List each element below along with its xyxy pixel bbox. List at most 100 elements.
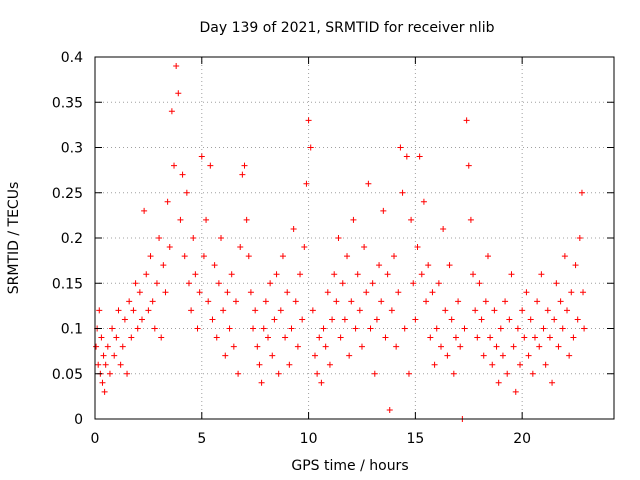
grid	[95, 57, 614, 419]
data-point	[549, 379, 556, 386]
data-point	[517, 361, 524, 368]
data-point	[194, 325, 201, 332]
data-point	[254, 343, 261, 350]
data-point	[580, 289, 587, 296]
data-point	[519, 307, 526, 314]
data-point	[333, 298, 340, 305]
data-point	[179, 171, 186, 178]
data-point	[540, 325, 547, 332]
data-point	[408, 216, 415, 223]
data-point	[311, 352, 318, 359]
data-point	[386, 406, 393, 413]
y-tick-label: 0	[74, 412, 83, 428]
data-point	[337, 334, 344, 341]
data-point	[101, 388, 108, 395]
data-point	[527, 316, 534, 323]
data-point	[230, 343, 237, 350]
data-point	[260, 325, 267, 332]
data-point	[271, 316, 278, 323]
data-point	[489, 361, 496, 368]
data-point	[143, 271, 150, 278]
data-point	[555, 343, 562, 350]
data-point	[371, 370, 378, 377]
data-point	[559, 325, 566, 332]
data-point	[576, 235, 583, 241]
data-point	[514, 325, 521, 332]
y-tick-label: 0.05	[52, 367, 83, 383]
data-point	[153, 280, 160, 287]
data-point	[403, 153, 410, 160]
data-point	[203, 216, 210, 223]
y-tick-label: 0.4	[61, 50, 83, 66]
data-point	[412, 316, 419, 323]
data-point	[297, 271, 304, 278]
data-point	[128, 334, 135, 341]
data-point	[277, 307, 284, 314]
data-point	[474, 334, 481, 341]
data-point	[177, 216, 184, 223]
data-point	[160, 262, 167, 269]
data-point	[252, 307, 259, 314]
data-point	[525, 352, 532, 359]
y-tick-label: 0.35	[52, 95, 83, 111]
data-point	[367, 325, 374, 332]
data-point	[168, 108, 175, 115]
data-point	[175, 90, 182, 97]
data-point	[250, 325, 257, 332]
data-point	[299, 316, 306, 323]
data-point	[420, 198, 427, 205]
data-point	[282, 334, 289, 341]
data-point	[484, 253, 491, 260]
data-point	[354, 271, 361, 278]
series-srmtid	[93, 63, 588, 422]
data-point	[378, 298, 385, 305]
data-point	[399, 189, 406, 196]
data-point	[326, 361, 333, 368]
data-point	[435, 280, 442, 287]
data-point	[452, 334, 459, 341]
data-point	[433, 325, 440, 332]
data-point	[502, 298, 509, 305]
x-axis-label: GPS time / hours	[291, 458, 408, 474]
data-point	[207, 162, 214, 169]
data-point	[448, 316, 455, 323]
data-point	[200, 253, 207, 260]
data-point	[493, 343, 500, 350]
data-point	[243, 216, 250, 223]
data-point	[461, 325, 468, 332]
data-point	[205, 298, 212, 305]
data-point	[269, 352, 276, 359]
data-point	[335, 235, 342, 241]
data-point	[141, 207, 148, 214]
data-point	[130, 307, 137, 314]
data-point	[134, 325, 141, 332]
data-point	[288, 325, 295, 332]
data-point	[446, 262, 453, 269]
data-point	[109, 325, 116, 332]
data-point	[405, 370, 412, 377]
data-point	[220, 307, 227, 314]
data-point	[305, 117, 312, 124]
data-point	[397, 144, 404, 151]
data-point	[188, 307, 195, 314]
data-point	[196, 289, 203, 296]
axis-ticks: 0 0.05 0.1 0.15 0.2 0.25 0.3 0.35 0.4 0 5 10 15 20	[52, 50, 614, 447]
data-point	[211, 262, 218, 269]
data-point	[267, 280, 274, 287]
data-point	[117, 361, 124, 368]
data-point	[145, 307, 152, 314]
data-point	[442, 307, 449, 314]
data-point	[538, 271, 545, 278]
data-point	[523, 289, 530, 296]
data-point	[512, 388, 519, 395]
data-point	[472, 307, 479, 314]
data-point	[423, 298, 430, 305]
data-point	[322, 343, 329, 350]
data-point	[431, 361, 438, 368]
data-point	[265, 334, 271, 341]
data-point	[510, 343, 517, 350]
data-point	[158, 334, 165, 341]
data-point	[239, 171, 246, 178]
data-point	[356, 307, 363, 314]
data-point	[506, 316, 513, 323]
